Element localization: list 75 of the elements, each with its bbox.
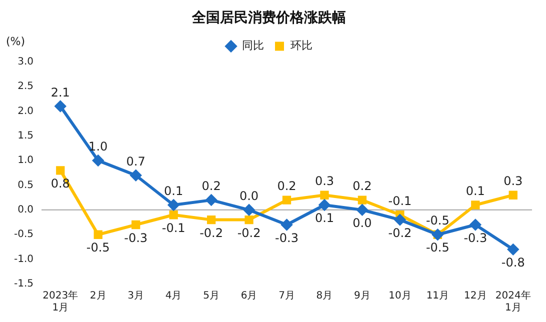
- point: [56, 166, 65, 175]
- data-label: 0.2: [352, 179, 372, 194]
- x-tick-label: 10月: [388, 290, 412, 302]
- x-tick-label: 3月: [128, 290, 144, 302]
- point: [244, 215, 254, 224]
- y-tick-label: 1.0: [18, 155, 34, 166]
- point: [508, 244, 519, 255]
- legend-label: 环比: [290, 39, 312, 52]
- data-label: 2.1: [50, 85, 70, 100]
- x-tick-label: 9月: [354, 290, 370, 302]
- x-tick-label: 5月: [203, 290, 220, 302]
- data-label: 1.0: [88, 140, 108, 154]
- point: [132, 220, 140, 230]
- x-tick-label: 2023年 1月: [42, 290, 78, 314]
- point: [94, 230, 102, 239]
- data-label: -0.5: [426, 214, 450, 228]
- point: [470, 219, 481, 230]
- data-label: -0.5: [86, 240, 110, 255]
- data-label: 0.3: [314, 174, 334, 188]
- x-tick-label: 2024年 1月: [495, 290, 531, 314]
- point: [92, 155, 104, 166]
- point: [281, 219, 292, 230]
- point: [394, 214, 406, 226]
- data-label: 0.1: [314, 211, 334, 226]
- data-label: 0.2: [202, 179, 221, 194]
- data-label: 0.2: [277, 179, 296, 194]
- point: [169, 210, 178, 220]
- data-label: -0.2: [200, 226, 224, 240]
- point: [471, 200, 480, 210]
- y-tick-label: 1.5: [18, 130, 34, 142]
- point: [130, 170, 142, 181]
- y-tick-label: 3.0: [18, 56, 34, 68]
- data-label: -0.3: [275, 230, 298, 245]
- data-label: -0.2: [388, 226, 412, 240]
- data-label: -0.8: [501, 256, 525, 270]
- legend-label: 同比: [242, 39, 264, 52]
- x-tick-label: 11月: [426, 290, 450, 302]
- x-tick-label: 8月: [316, 290, 333, 302]
- point: [244, 204, 255, 216]
- data-label: -0.1: [162, 220, 186, 235]
- data-label: 0.3: [504, 174, 523, 188]
- point: [356, 204, 368, 216]
- y-tick-label: -0.5: [14, 229, 34, 240]
- point: [320, 190, 329, 200]
- chart-title: 全国居民消费价格涨跌幅: [191, 10, 346, 26]
- data-label: 0.1: [164, 184, 184, 198]
- point: [358, 196, 367, 204]
- y-tick-label: 2.5: [18, 81, 34, 92]
- point: [206, 194, 217, 206]
- data-label: 0.7: [126, 154, 146, 168]
- data-label: -0.3: [124, 230, 148, 245]
- y-tick-label: 0.5: [18, 180, 34, 191]
- data-label: 0.1: [466, 184, 485, 198]
- x-tick-label: 12月: [464, 290, 487, 302]
- data-label: -0.2: [237, 226, 261, 240]
- point: [282, 196, 292, 204]
- y-axis-title: (%): [6, 35, 26, 48]
- point: [168, 199, 180, 210]
- point: [54, 100, 66, 112]
- data-label: -0.5: [426, 240, 450, 255]
- y-tick-label: -1.0: [14, 254, 34, 265]
- data-label: -0.1: [388, 194, 412, 208]
- y-tick-label: -1.5: [14, 278, 34, 290]
- point: [318, 199, 330, 210]
- point: [206, 215, 216, 224]
- x-tick-label: 4月: [165, 290, 182, 302]
- x-tick-label: 7月: [278, 290, 295, 302]
- x-tick-label: 2月: [90, 290, 106, 302]
- data-label: 0.0: [239, 189, 259, 204]
- y-tick-label: 2.0: [18, 106, 34, 117]
- x-tick-label: 6月: [240, 290, 258, 302]
- point: [508, 190, 518, 200]
- y-tick-label: 0.0: [18, 204, 34, 216]
- data-label: -0.3: [464, 230, 488, 245]
- data-label: 0.0: [352, 216, 372, 230]
